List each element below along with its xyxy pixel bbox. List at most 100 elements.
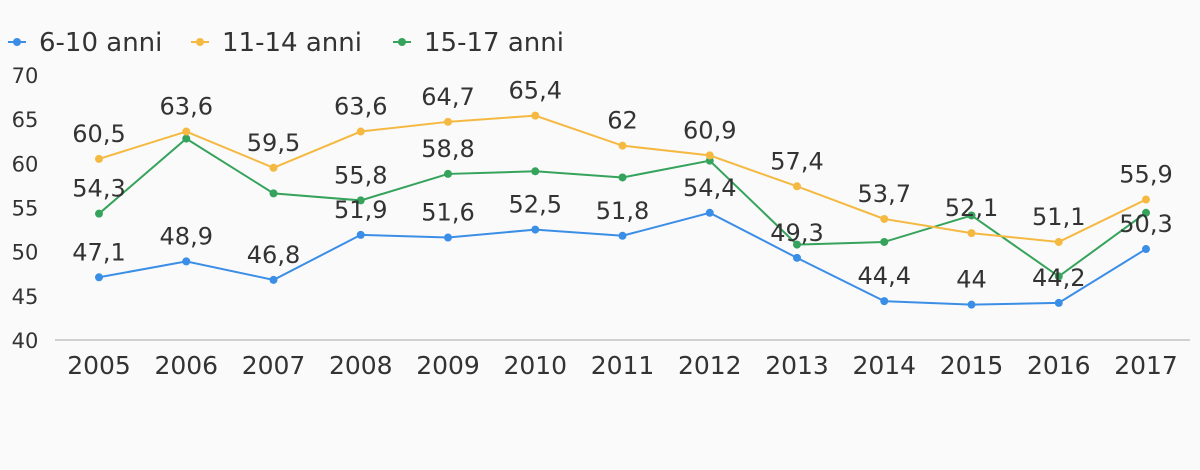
data-point (1054, 272, 1063, 281)
data-point (444, 233, 452, 242)
series-2 (95, 134, 1150, 281)
data-label: 64,7 (421, 83, 474, 111)
legend-dot-marker (13, 38, 21, 46)
y-axis: 70 65 60 55 50 45 40 (12, 64, 39, 353)
x-tick-label: 2006 (154, 351, 218, 380)
data-label: 47,1 (72, 238, 125, 266)
data-point (356, 196, 365, 205)
data-point (1142, 208, 1150, 217)
data-point (269, 189, 278, 198)
y-tick-label: 70 (12, 64, 39, 88)
data-point (95, 209, 103, 218)
y-tick-label: 55 (12, 197, 39, 221)
series-0 (95, 208, 1150, 309)
x-tick-label: 2009 (416, 351, 480, 380)
x-tick-label: 2016 (1027, 351, 1091, 380)
data-point (1054, 237, 1063, 246)
data-point (531, 225, 540, 234)
data-label: 63,6 (334, 93, 387, 121)
data-label: 44,2 (1032, 264, 1085, 292)
data-point (967, 300, 976, 309)
data-point (1142, 195, 1150, 204)
data-label: 57,4 (770, 147, 823, 175)
data-label: 44,4 (858, 262, 911, 290)
data-point (705, 208, 714, 217)
data-label: 58,8 (421, 135, 474, 163)
data-point (967, 211, 976, 220)
x-tick-label: 2011 (591, 351, 655, 380)
data-label: 60,9 (683, 116, 736, 144)
data-label: 52,5 (509, 191, 562, 219)
data-label: 51,1 (1032, 203, 1085, 231)
data-label: 55,9 (1119, 161, 1172, 189)
data-point (444, 117, 452, 126)
legend-dot-marker (196, 38, 204, 46)
data-point (1142, 245, 1150, 254)
data-point (793, 182, 801, 191)
data-label: 55,8 (334, 161, 387, 189)
data-point (880, 214, 889, 223)
data-label: 60,5 (72, 120, 125, 148)
data-label: 49,3 (770, 219, 823, 247)
data-label-layer: 47,1 48,9 46,8 51,9 51,6 52,5 51,8 54,4 49,3 44,4… (72, 77, 1172, 294)
data-point (356, 230, 365, 239)
data-label: 63,6 (160, 93, 213, 121)
x-tick-label: 2013 (765, 351, 829, 380)
x-tick-label: 2007 (242, 351, 306, 380)
data-point (182, 257, 191, 266)
legend-label: 15-17 anni (424, 28, 564, 58)
x-axis: 2005 2006 2007 2008 2009 2010 2011 2012 2013 2014… (67, 351, 1178, 380)
x-tick-label: 2012 (678, 351, 742, 380)
legend-label: 6-10 anni (39, 28, 162, 58)
data-label: 54,4 (683, 174, 736, 202)
data-point (793, 240, 801, 249)
y-tick-label: 60 (12, 152, 39, 176)
data-point (356, 127, 365, 136)
data-point (182, 134, 191, 143)
data-point (95, 273, 103, 282)
data-point (269, 275, 278, 284)
data-point (880, 237, 889, 246)
series-1 (95, 111, 1150, 246)
data-point (880, 297, 889, 306)
data-label: 51,8 (596, 197, 649, 225)
data-label: 53,7 (858, 180, 911, 208)
x-tick-label: 2005 (67, 351, 131, 380)
data-point (1054, 298, 1063, 307)
y-tick-label: 40 (12, 329, 39, 353)
data-label: 65,4 (509, 77, 562, 105)
legend-item: 6-10 anni (8, 28, 162, 58)
data-point (618, 141, 627, 150)
data-label: 46,8 (247, 241, 300, 269)
data-label: 48,9 (160, 222, 213, 250)
data-point (618, 173, 627, 182)
data-point (705, 151, 714, 160)
data-point (269, 163, 278, 172)
legend-item: 15-17 anni (393, 28, 564, 58)
legend-label: 11-14 anni (222, 28, 362, 58)
data-label: 44 (956, 266, 987, 294)
series-layer (95, 111, 1150, 309)
data-point (531, 167, 540, 176)
y-tick-label: 65 (12, 108, 39, 132)
data-label: 54,3 (72, 175, 125, 203)
x-tick-label: 2017 (1114, 351, 1178, 380)
x-tick-label: 2014 (852, 351, 916, 380)
data-point (182, 127, 191, 136)
data-point (444, 169, 452, 178)
data-point (95, 154, 103, 163)
y-tick-label: 45 (12, 285, 39, 309)
x-tick-label: 2010 (503, 351, 567, 380)
data-label: 52,1 (945, 194, 998, 222)
legend-item: 11-14 anni (191, 28, 362, 58)
data-point (618, 231, 627, 240)
data-label: 50,3 (1119, 210, 1172, 238)
data-label: 51,9 (334, 196, 387, 224)
data-label: 51,6 (421, 199, 474, 227)
x-tick-label: 2008 (329, 351, 393, 380)
legend: 6-10 anni 11-14 anni 15-17 anni (8, 28, 564, 58)
y-tick-label: 50 (12, 241, 39, 265)
x-tick-label: 2015 (940, 351, 1004, 380)
data-point (793, 253, 801, 262)
